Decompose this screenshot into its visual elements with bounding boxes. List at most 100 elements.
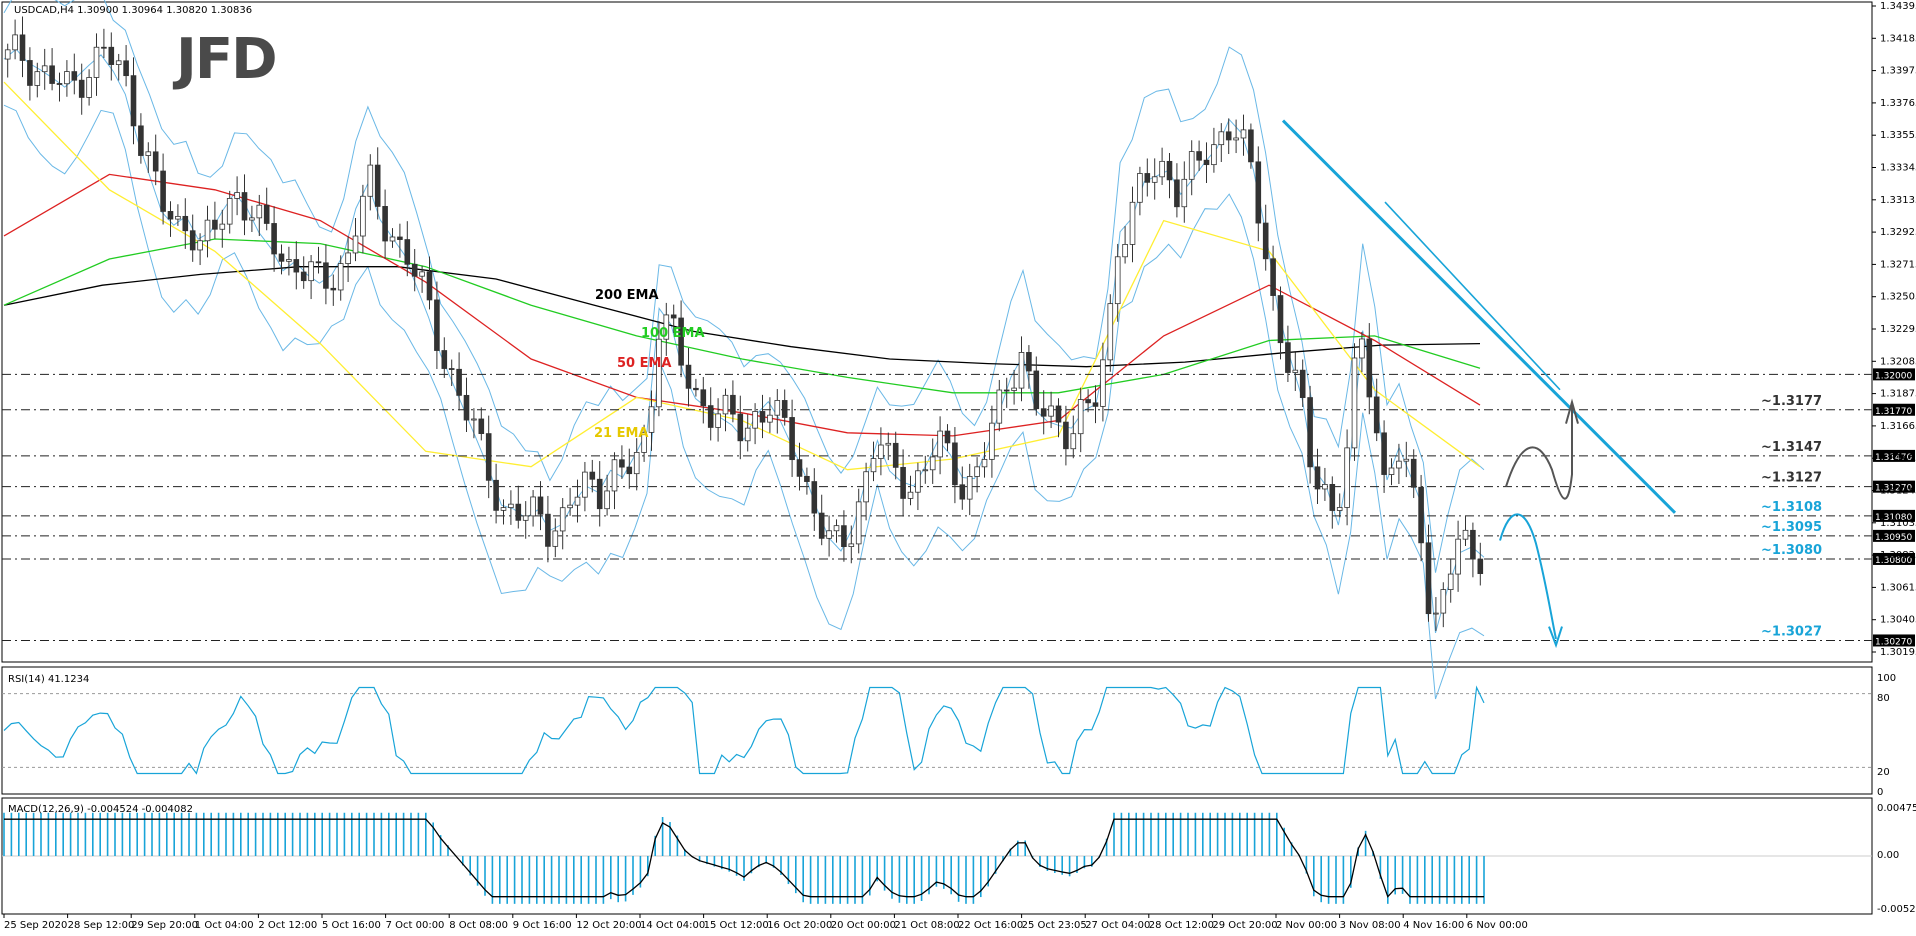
level-label: ~1.3080: [1761, 543, 1822, 558]
candle-body-up: [1070, 433, 1077, 450]
price-tick-label: 1.33135: [1880, 195, 1916, 206]
candle-body-down: [804, 475, 810, 482]
candle: [678, 300, 684, 378]
candle-body-up: [855, 501, 862, 545]
candle: [715, 398, 721, 442]
price-tick-label: 1.32295: [1880, 324, 1916, 335]
time-tick-label: 25 Sep 2020: [4, 920, 67, 931]
candle-body-up: [175, 215, 181, 220]
price-tick-label: 1.30195: [1880, 647, 1916, 658]
candle: [197, 233, 203, 266]
level-tag: [1873, 403, 1915, 416]
candle: [1329, 476, 1336, 529]
time-tick-label: 9 Oct 16:00: [513, 920, 572, 931]
candle-body-down: [241, 192, 248, 221]
macd-tick-bottom: -0.005274: [1877, 904, 1916, 915]
candle: [1262, 204, 1269, 271]
level-tag: [1873, 449, 1915, 462]
price-tick-label: 1.33975: [1880, 66, 1916, 77]
level-tag-text: 1.31770: [1875, 407, 1912, 417]
candle-body-down: [130, 75, 137, 127]
time-tick-label: 15 Oct 12:00: [704, 920, 769, 931]
candle-body-down: [456, 368, 462, 396]
candle: [515, 485, 522, 529]
candle: [1359, 331, 1365, 373]
candle: [1410, 449, 1417, 499]
candle: [611, 452, 618, 510]
candle-body-down: [737, 413, 744, 442]
candle: [774, 389, 781, 434]
price-tick-label: 1.31665: [1880, 421, 1916, 432]
time-tick-label: 27 Oct 04:00: [1085, 920, 1150, 931]
bollinger-middle: [3, 48, 1485, 634]
candle: [981, 442, 988, 478]
candle: [1122, 226, 1128, 264]
time-tick-label: 8 Oct 08:00: [449, 920, 508, 931]
candle: [804, 467, 810, 495]
support-resistance-levels: 1.32000 1.31770 ~1.3177 1.31470 ~1.3147 1.312…: [2, 368, 1915, 647]
candle-body-up: [848, 543, 855, 548]
ema100-label: 100 EMA: [641, 326, 705, 341]
candle: [915, 462, 921, 511]
level-label: ~1.3095: [1761, 520, 1822, 535]
candle: [86, 69, 92, 106]
candle-body-down: [781, 400, 788, 418]
candle: [1314, 448, 1321, 505]
candle: [907, 475, 914, 506]
ema50-label: 50 EMA: [617, 356, 672, 371]
candle: [989, 405, 995, 478]
candle: [1455, 520, 1461, 592]
macd-tick-zero: 0.00: [1877, 850, 1899, 861]
candle-body-down: [293, 259, 300, 273]
candle: [604, 474, 610, 516]
candle-body-down: [152, 151, 159, 172]
candle: [1344, 429, 1350, 526]
candle: [256, 194, 263, 237]
candle-body-down: [1248, 129, 1254, 163]
candle: [27, 47, 33, 101]
candle: [552, 518, 559, 558]
candle: [700, 376, 707, 424]
price-tick-label: 1.30615: [1880, 582, 1916, 593]
candle-body-up: [345, 252, 351, 265]
candle-body-down: [1299, 369, 1306, 398]
candle: [1026, 345, 1032, 389]
candle-body-up: [1151, 176, 1158, 183]
candle: [1351, 343, 1358, 461]
candle: [189, 214, 196, 262]
candle-body-down: [900, 466, 906, 499]
candle-body-down: [101, 46, 107, 49]
candle: [1336, 493, 1343, 518]
candle: [152, 134, 159, 186]
candle-body-down: [138, 125, 144, 156]
candle-body-down: [892, 442, 899, 468]
candle-body-down: [1063, 421, 1069, 450]
bollinger-bands: [3, 0, 1485, 700]
candle-body-down: [1026, 352, 1032, 372]
candle-body-up: [922, 469, 929, 472]
candle-body-down: [537, 496, 544, 515]
candle-body-up: [1292, 369, 1299, 373]
jfd-logo: JFD: [172, 27, 276, 92]
candle: [145, 142, 152, 173]
macd-indicator: [2, 812, 1872, 904]
candle: [855, 488, 862, 554]
candle: [1003, 377, 1010, 408]
rsi-indicator: [2, 685, 1872, 775]
candle: [1196, 140, 1202, 171]
candle: [1040, 390, 1047, 435]
candle: [419, 265, 425, 293]
candle-body-up: [937, 430, 943, 458]
candle-body-down: [693, 387, 699, 391]
candle-body-down: [167, 211, 174, 220]
candle: [204, 205, 211, 258]
candle: [1447, 559, 1454, 603]
time-tick-label: 4 Nov 16:00: [1403, 920, 1464, 931]
candle: [389, 228, 396, 248]
candle: [441, 337, 448, 378]
candle-body-up: [1344, 447, 1350, 508]
candle-body-up: [204, 219, 211, 242]
candle-body-up: [567, 504, 573, 509]
candle-body-up: [256, 204, 263, 219]
